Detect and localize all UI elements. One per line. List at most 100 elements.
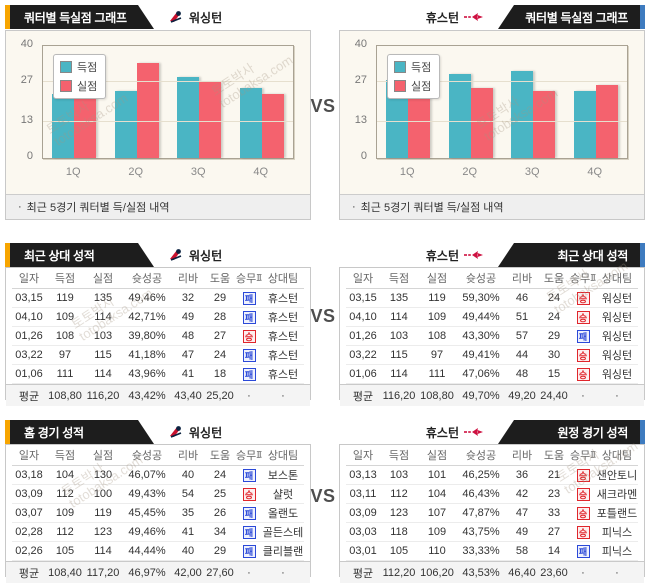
table-cell: 승	[570, 525, 596, 539]
table-cell: 49,46%	[128, 292, 166, 304]
table-cell: 58	[515, 545, 529, 557]
column-header: 실점	[92, 273, 114, 285]
houston-logo-icon	[464, 428, 483, 436]
table-cell: 101	[427, 469, 447, 481]
table-cell: 49,20	[508, 389, 536, 402]
bar-실점	[470, 88, 493, 158]
win-badge: 승	[242, 329, 256, 343]
away-record-table-houston: 일자 득점 실점 슛성공 리바 도움 승무패 상대팀 03,13 103 101 46,25% 36 21…	[339, 444, 645, 583]
table-average-row: 평균 112,20 106,20 43,53% 46,40 23,60 · ·	[340, 561, 644, 583]
table-cell: 44	[515, 349, 529, 361]
bar-group	[168, 46, 231, 158]
column-header: 슛성공	[465, 273, 497, 285]
table-cell: 04,10	[15, 311, 43, 323]
table-cell: 클리블랜	[262, 546, 304, 558]
table-cell: 패	[570, 544, 596, 558]
chart-legend: 득점 실점	[387, 54, 441, 99]
orange-accent-bar	[5, 243, 10, 267]
table-row: 01,06 114 111 47,06% 48 15 승 워싱턴	[346, 365, 638, 384]
column-header: 슛성공	[131, 273, 163, 285]
recent-vs-table-houston: 일자 득점 실점 슛성공 리바 도움 승무패 상대팀 03,15 135 119 59,30% 46 24…	[339, 267, 645, 406]
team-label-washington: 워싱턴	[168, 420, 222, 444]
tab-away-record: 원정 경기 성적	[498, 420, 640, 444]
table-cell: 49,44%	[462, 311, 500, 323]
win-badge: 승	[576, 348, 590, 362]
houston-logo-icon	[464, 251, 483, 259]
team-label-houston: 휴스턴	[426, 420, 484, 444]
legend-label: 실점	[411, 81, 432, 93]
win-badge: 승	[576, 525, 590, 539]
legend-label: 득점	[77, 62, 98, 74]
vs-label-bottom: VS	[310, 486, 336, 506]
table-cell: 114	[390, 368, 408, 380]
loss-badge: 패	[576, 329, 590, 343]
table-row: 01,06 111 114 43,96% 41 18 패 휴스턴	[12, 365, 304, 384]
table-cell: ·	[615, 389, 619, 402]
win-badge: 승	[576, 487, 590, 501]
x-axis-label: 4Q	[253, 166, 269, 178]
column-header: 도움	[543, 273, 565, 285]
column-header: 도움	[543, 450, 565, 462]
away-record-header-houston: 휴스턴 원정 경기 성적	[339, 420, 645, 444]
table-cell: 119	[94, 507, 112, 519]
table-cell: 46,07%	[128, 469, 166, 481]
orange-accent-bar	[5, 420, 10, 444]
orange-accent-bar	[5, 5, 10, 29]
column-header: 일자	[352, 450, 374, 462]
table-cell: 36	[515, 469, 529, 481]
column-header: 득점	[388, 450, 410, 462]
gridline	[377, 120, 627, 122]
table-cell: 26	[213, 507, 227, 519]
table-cell: 23	[547, 488, 561, 500]
table-cell: 40	[181, 545, 195, 557]
loss-badge: 패	[242, 348, 256, 362]
x-axis-label: 2Q	[128, 166, 144, 178]
table-header-row: 일자 득점 실점 슛성공 리바 도움 승무패 상대팀	[346, 445, 638, 466]
bar-득점	[52, 93, 75, 158]
column-header: 슛성공	[131, 450, 163, 462]
table-cell: 01,26	[349, 330, 377, 342]
table-cell: ·	[281, 566, 285, 579]
table-cell: 03,03	[349, 526, 377, 538]
tab-recent-vs-left: 최근 상대 성적	[10, 243, 154, 267]
note-text: 최근 5경기 쿼터별 득/실점 내역	[360, 202, 504, 214]
column-header: 실점	[426, 450, 448, 462]
bar-실점	[199, 82, 222, 158]
x-axis-label: 3Q	[190, 166, 206, 178]
table-cell: 피닉스	[601, 527, 633, 539]
table-cell: 115	[94, 349, 112, 361]
loss-badge: 패	[576, 544, 590, 558]
x-axis: 1Q 2Q 3Q 4Q	[42, 161, 292, 178]
bar-득점	[448, 74, 471, 158]
loss-badge: 패	[242, 291, 256, 305]
bar-group	[106, 46, 169, 158]
table-cell: 109	[55, 507, 75, 519]
tab-title: 최근 상대 성적	[557, 248, 628, 263]
column-header: 일자	[18, 273, 40, 285]
table-cell: 47,87%	[462, 507, 500, 519]
table-cell: 03,09	[15, 488, 43, 500]
column-header: 승무패	[236, 273, 262, 285]
table-cell: ·	[581, 389, 585, 402]
table-cell: ·	[615, 566, 619, 579]
column-header: 실점	[92, 450, 114, 462]
table-cell: 24	[547, 292, 561, 304]
table-cell: 112	[56, 488, 74, 500]
gridline	[377, 81, 627, 83]
table-cell: 103	[389, 330, 409, 342]
table-cell: 패	[236, 310, 262, 324]
table-cell: 15	[547, 368, 561, 380]
table-cell: 승	[570, 348, 596, 362]
loss-badge: 패	[242, 367, 256, 381]
table-cell: 47	[181, 349, 195, 361]
legend-label: 실점	[77, 81, 98, 93]
table-cell: 49,46%	[128, 526, 166, 538]
plot-area: 득점 실점	[376, 45, 628, 159]
table-cell: 100	[93, 488, 113, 500]
table-cell: 30	[547, 349, 561, 361]
table-cell: 승	[570, 468, 596, 482]
table-cell: 27,60	[206, 566, 234, 579]
column-header: 리바	[177, 273, 199, 285]
